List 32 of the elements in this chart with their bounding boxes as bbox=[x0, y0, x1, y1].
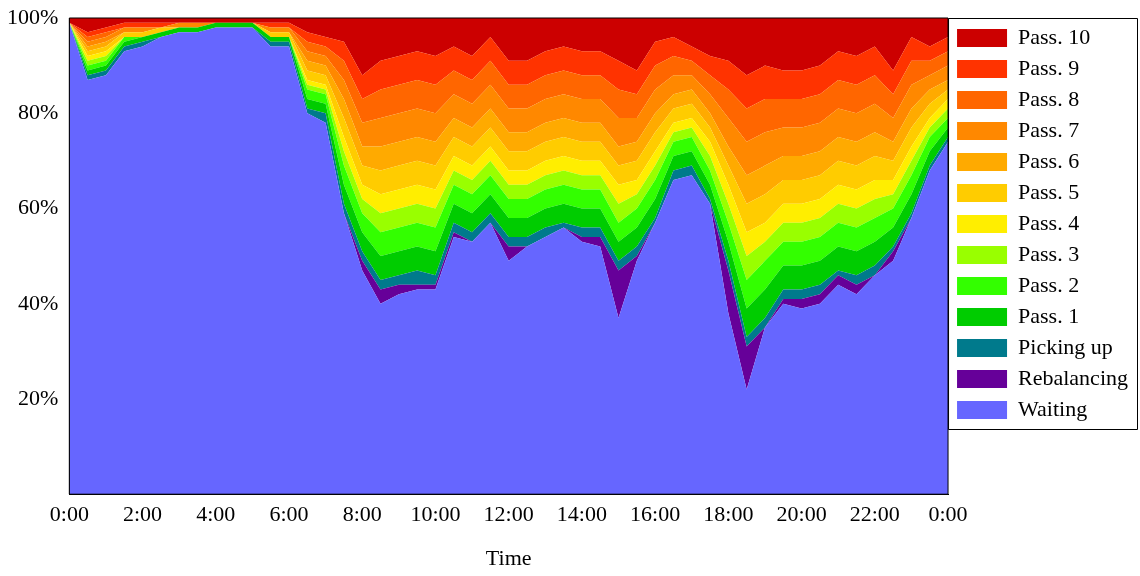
legend-label: Pass. 6 bbox=[1018, 147, 1080, 173]
x-tick-label: 12:00 bbox=[483, 501, 534, 527]
legend-label: Pass. 2 bbox=[1018, 271, 1080, 297]
y-tick-label: 40% bbox=[18, 289, 59, 315]
x-tick-label: 10:00 bbox=[410, 501, 461, 527]
legend-label: Pass. 8 bbox=[1018, 85, 1080, 111]
x-tick-label: 4:00 bbox=[196, 501, 236, 527]
y-tick-label: 80% bbox=[18, 99, 59, 125]
legend-label: Pass. 1 bbox=[1018, 302, 1080, 328]
x-tick-label: 6:00 bbox=[269, 501, 309, 527]
legend-label: Pass. 4 bbox=[1018, 209, 1080, 235]
legend-label: Rebalancing bbox=[1018, 364, 1129, 390]
y-tick-label: 20% bbox=[18, 384, 59, 410]
legend-label: Pass. 5 bbox=[1018, 178, 1080, 204]
x-tick-label: 16:00 bbox=[630, 501, 681, 527]
x-tick-label: 20:00 bbox=[776, 501, 827, 527]
legend-label: Waiting bbox=[1018, 395, 1088, 421]
x-tick-label: 22:00 bbox=[849, 501, 900, 527]
legend-label: Picking up bbox=[1018, 333, 1113, 359]
x-tick-label: 18:00 bbox=[703, 501, 754, 527]
x-axis-title: Time bbox=[485, 544, 532, 570]
legend-label: Pass. 7 bbox=[1018, 116, 1080, 142]
x-tick-label: 14:00 bbox=[556, 501, 607, 527]
y-tick-label: 100% bbox=[7, 3, 59, 29]
x-tick-label: 8:00 bbox=[342, 501, 382, 527]
legend-label: Pass. 3 bbox=[1018, 240, 1080, 266]
y-tick-label: 60% bbox=[18, 194, 59, 220]
legend-label: Pass. 10 bbox=[1018, 23, 1091, 49]
legend-label: Pass. 9 bbox=[1018, 54, 1080, 80]
x-tick-label: 2:00 bbox=[122, 501, 163, 527]
x-tick-label: 0:00 bbox=[49, 501, 89, 527]
x-tick-label: 0:00 bbox=[928, 501, 968, 527]
